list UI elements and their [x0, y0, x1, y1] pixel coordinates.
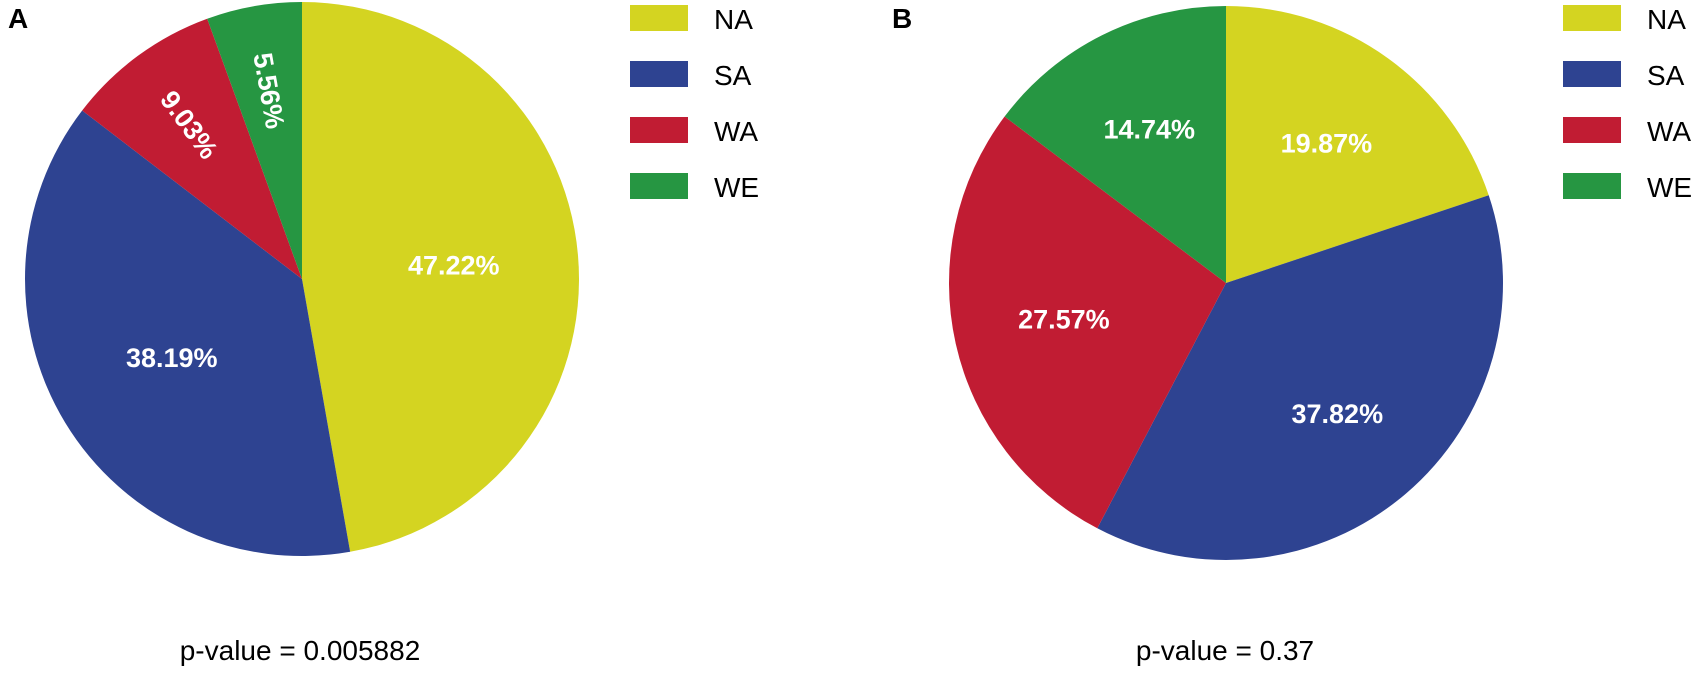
pie-b-slices — [948, 6, 1503, 560]
legend-a: NA SA WA WE — [630, 4, 759, 203]
legend-swatch-we — [630, 173, 688, 199]
legend-b: NA SA WA WE — [1563, 4, 1692, 203]
slice-wa — [948, 116, 1226, 529]
panel-label-a: A — [8, 3, 28, 34]
legend-swatch-na — [1563, 5, 1621, 31]
legend-swatch-wa — [1563, 117, 1621, 143]
panel-label-b: B — [892, 3, 912, 34]
slice-label-sa: 38.19% — [126, 343, 218, 373]
slice-label-na: 19.87% — [1281, 129, 1373, 159]
legend-label-wa: WA — [714, 116, 758, 147]
slice-label-sa: 37.82% — [1292, 399, 1384, 429]
slice-we — [1004, 6, 1226, 283]
slice-wa — [82, 18, 303, 280]
slice-na — [1226, 6, 1489, 283]
legend-label-sa: SA — [714, 60, 752, 91]
pie-a-slices — [24, 2, 579, 557]
slice-label-na: 47.22% — [408, 251, 500, 281]
slice-sa — [24, 110, 351, 557]
caption-a: p-value = 0.005882 — [180, 635, 421, 666]
legend-label-we: WE — [1647, 172, 1692, 203]
legend-label-sa: SA — [1647, 60, 1685, 91]
legend-swatch-sa — [1563, 61, 1621, 87]
legend-swatch-wa — [630, 117, 688, 143]
legend-swatch-we — [1563, 173, 1621, 199]
slice-sa — [1097, 195, 1503, 560]
legend-label-we: WE — [714, 172, 759, 203]
legend-label-wa: WA — [1647, 116, 1691, 147]
slice-label-wa: 27.57% — [1018, 305, 1110, 335]
legend-swatch-na — [630, 5, 688, 31]
slice-na — [302, 2, 579, 552]
slice-label-we: 14.74% — [1103, 114, 1195, 144]
caption-b: p-value = 0.37 — [1136, 635, 1314, 666]
legend-label-na: NA — [1647, 4, 1686, 35]
slice-we — [207, 2, 302, 279]
legend-label-na: NA — [714, 4, 753, 35]
pie-chart-b: B 19.87% 37.82% 27.57% 14.74% NA SA WA WE p-va… — [892, 3, 1692, 666]
pie-b-value-labels: 19.87% 37.82% 27.57% 14.74% — [1018, 114, 1383, 428]
legend-swatch-sa — [630, 61, 688, 87]
